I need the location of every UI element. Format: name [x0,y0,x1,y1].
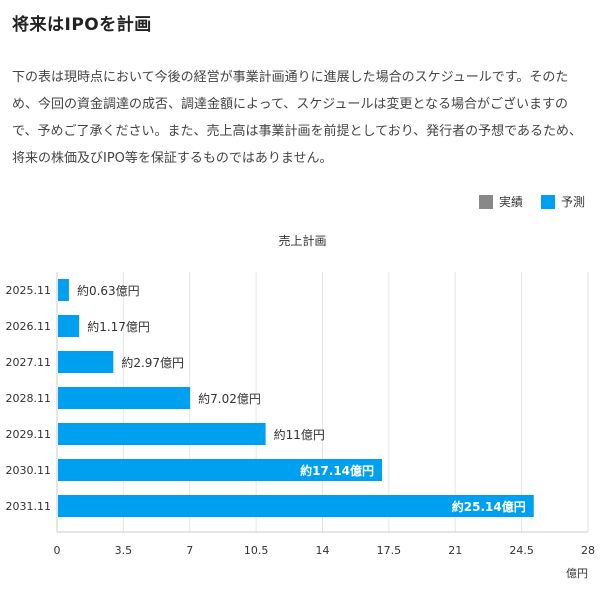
data-label-6: 約25.14億円 [452,499,526,514]
chart-title: 売上計画 [278,234,327,248]
bar-2 [58,351,114,373]
data-label-0: 約0.63億円 [77,283,140,298]
y-tick-label-4: 2029.11 [6,428,52,441]
x-tick-label-5: 17.5 [377,544,402,557]
x-tick-label-8: 28 [581,544,595,557]
bar-4 [58,423,266,445]
y-tick-label-0: 2025.11 [6,284,52,297]
x-tick-label-4: 14 [316,544,330,557]
data-label-1: 約1.17億円 [87,319,150,334]
bar-3 [58,387,191,409]
x-axis-unit: 億円 [566,567,588,580]
x-tick-label-2: 7 [186,544,193,557]
data-label-5: 約17.14億円 [300,463,374,478]
x-tick-label-0: 0 [54,544,61,557]
legend-swatch-forecast [540,194,555,209]
chart-legend: 実績 予測 [461,193,585,210]
disclaimer-text: 下の表は現時点において今後の経営が事業計画通りに進展した場合のスケジュールです。… [12,70,583,166]
legend-item-actual[interactable]: 実績 [478,193,523,210]
legend-label-actual: 実績 [498,195,523,209]
page-title: 将来はIPOを計画 [12,15,152,35]
x-tick-label-6: 21 [448,544,462,557]
bar-0 [58,279,69,301]
x-tick-label-7: 24.5 [509,544,534,557]
data-label-4: 約11億円 [274,427,325,442]
data-label-2: 約2.97億円 [121,355,184,370]
y-tick-label-6: 2031.11 [6,500,52,513]
y-tick-label-2: 2027.11 [6,356,52,369]
y-tick-label-1: 2026.11 [6,320,52,333]
x-tick-label-1: 3.5 [115,544,133,557]
data-label-3: 約7.02億円 [198,391,261,406]
legend-item-forecast[interactable]: 予測 [540,193,585,210]
x-tick-label-3: 10.5 [244,544,269,557]
bar-1 [58,315,80,337]
y-tick-label-3: 2028.11 [6,392,52,405]
bar-6 [58,495,534,517]
y-tick-label-5: 2030.11 [6,464,52,477]
legend-label-forecast: 予測 [560,195,585,209]
legend-swatch-actual [478,194,493,209]
bar-5 [58,459,383,481]
